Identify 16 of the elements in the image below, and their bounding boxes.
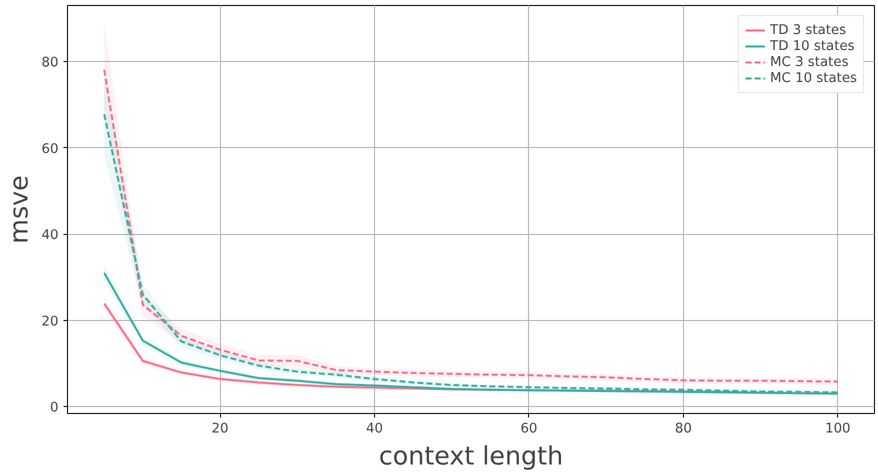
x-tick-label: 20 <box>212 422 229 436</box>
x-tick-label: 80 <box>674 422 692 436</box>
legend-label: TD 3 states <box>770 22 846 38</box>
legend-label: MC 3 states <box>770 54 849 70</box>
legend-label: MC 10 states <box>770 70 857 86</box>
x-tick-label: 100 <box>825 422 851 436</box>
y-tick-label: 0 <box>50 400 59 416</box>
y-tick-label: 60 <box>42 142 59 157</box>
x-tick-label: 60 <box>520 422 538 436</box>
y-tick-label: 20 <box>42 314 59 330</box>
y-tick-label: 40 <box>42 228 59 244</box>
x-tick-label: 40 <box>366 422 383 436</box>
legend-label: TD 10 states <box>770 38 855 54</box>
x-axis-title: context length <box>378 440 564 470</box>
y-tick-label: 80 <box>42 56 59 71</box>
y-axis-title: msve <box>4 175 34 244</box>
